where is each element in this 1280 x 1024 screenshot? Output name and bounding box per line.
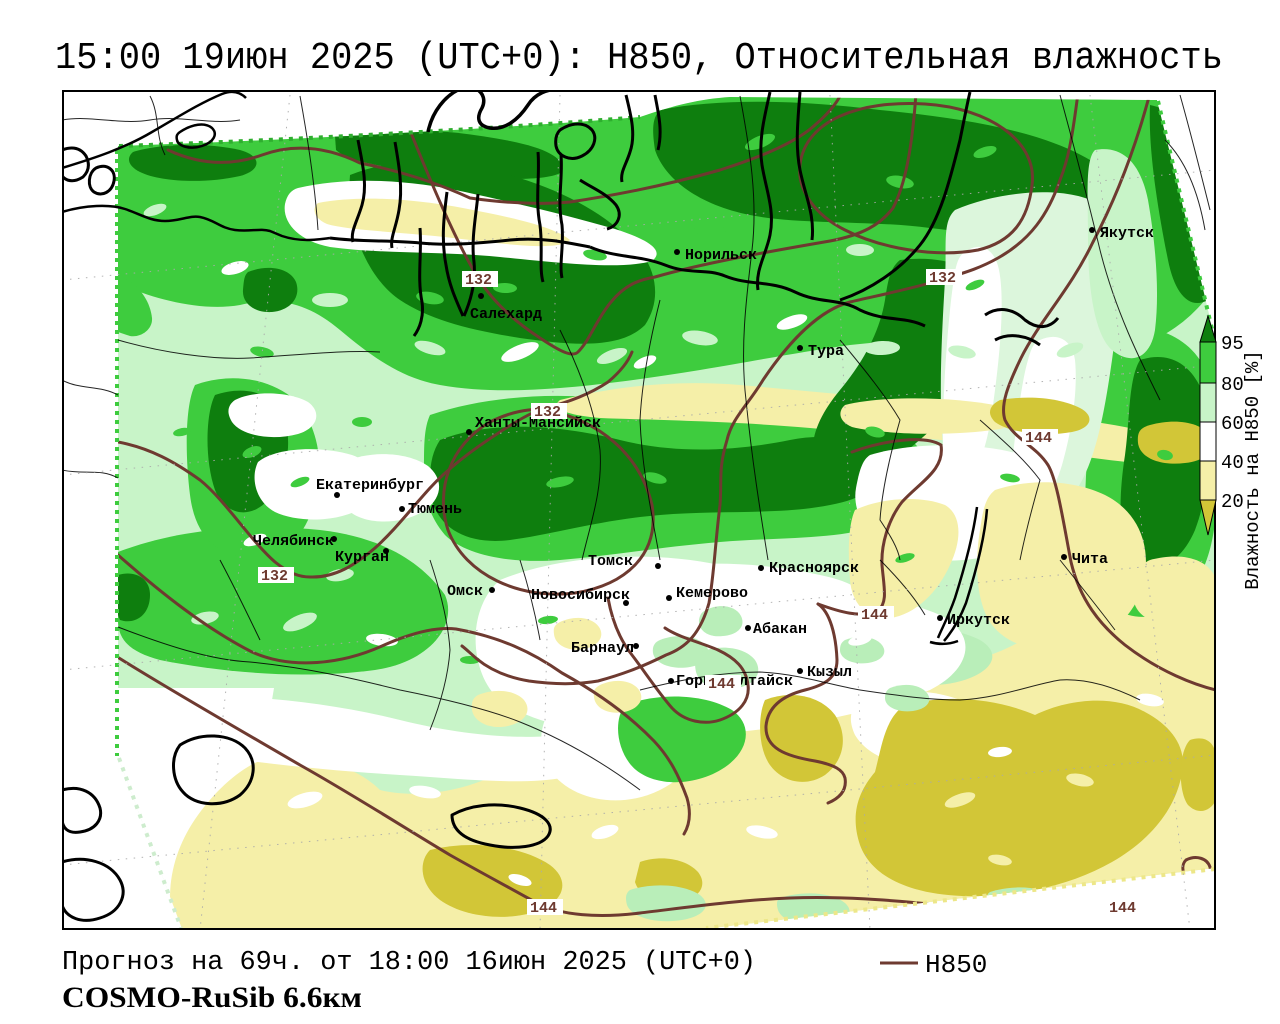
- svg-text:Екатеринбург: Екатеринбург: [316, 477, 424, 494]
- svg-text:Томск: Томск: [588, 553, 633, 570]
- svg-text:144: 144: [861, 607, 888, 624]
- svg-text:15:00 19июн 2025 (UTC+0): H850: 15:00 19июн 2025 (UTC+0): H850, Относите…: [55, 37, 1223, 80]
- svg-text:Красноярск: Красноярск: [769, 560, 859, 577]
- svg-text:COSMO-RuSib 6.6км: COSMO-RuSib 6.6км: [62, 981, 362, 1014]
- svg-text:Челябинск: Челябинск: [253, 533, 334, 550]
- svg-text:20: 20: [1221, 491, 1244, 513]
- svg-text:Барнаул: Барнаул: [571, 640, 634, 657]
- svg-text:Кемерово: Кемерово: [676, 585, 748, 602]
- svg-text:144: 144: [708, 676, 735, 693]
- svg-text:132: 132: [929, 270, 956, 287]
- svg-text:Кызыл: Кызыл: [807, 664, 852, 681]
- svg-text:Новосибирск: Новосибирск: [531, 587, 630, 604]
- svg-text:Влажность на H850 [%]: Влажность на H850 [%]: [1242, 350, 1264, 589]
- svg-text:Чита: Чита: [1072, 551, 1108, 568]
- svg-text:80: 80: [1221, 374, 1244, 396]
- svg-text:60: 60: [1221, 413, 1244, 435]
- svg-text:144: 144: [1025, 430, 1052, 447]
- svg-text:Прогноз на 69ч. от 18:00 16июн: Прогноз на 69ч. от 18:00 16июн 2025 (UTC…: [62, 948, 756, 978]
- svg-text:Якутск: Якутск: [1100, 225, 1154, 242]
- svg-text:132: 132: [465, 272, 492, 289]
- svg-text:132: 132: [261, 568, 288, 585]
- svg-text:132: 132: [534, 404, 561, 421]
- svg-text:95: 95: [1221, 333, 1244, 355]
- svg-text:144: 144: [1109, 900, 1136, 917]
- svg-text:Омск: Омск: [447, 583, 483, 600]
- svg-text:Тура: Тура: [808, 343, 844, 360]
- svg-text:Норильск: Норильск: [685, 247, 757, 264]
- svg-text:Курган: Курган: [335, 549, 389, 566]
- svg-text:40: 40: [1221, 452, 1244, 474]
- svg-text:Тюмень: Тюмень: [408, 501, 462, 518]
- svg-text:Абакан: Абакан: [753, 621, 807, 638]
- svg-text:144: 144: [530, 900, 557, 917]
- svg-text:Салехард: Салехард: [470, 306, 542, 323]
- svg-text:Иркутск: Иркутск: [947, 612, 1010, 629]
- svg-text:Ханты-Мансийск: Ханты-Мансийск: [475, 415, 601, 432]
- svg-text:H850: H850: [925, 950, 987, 980]
